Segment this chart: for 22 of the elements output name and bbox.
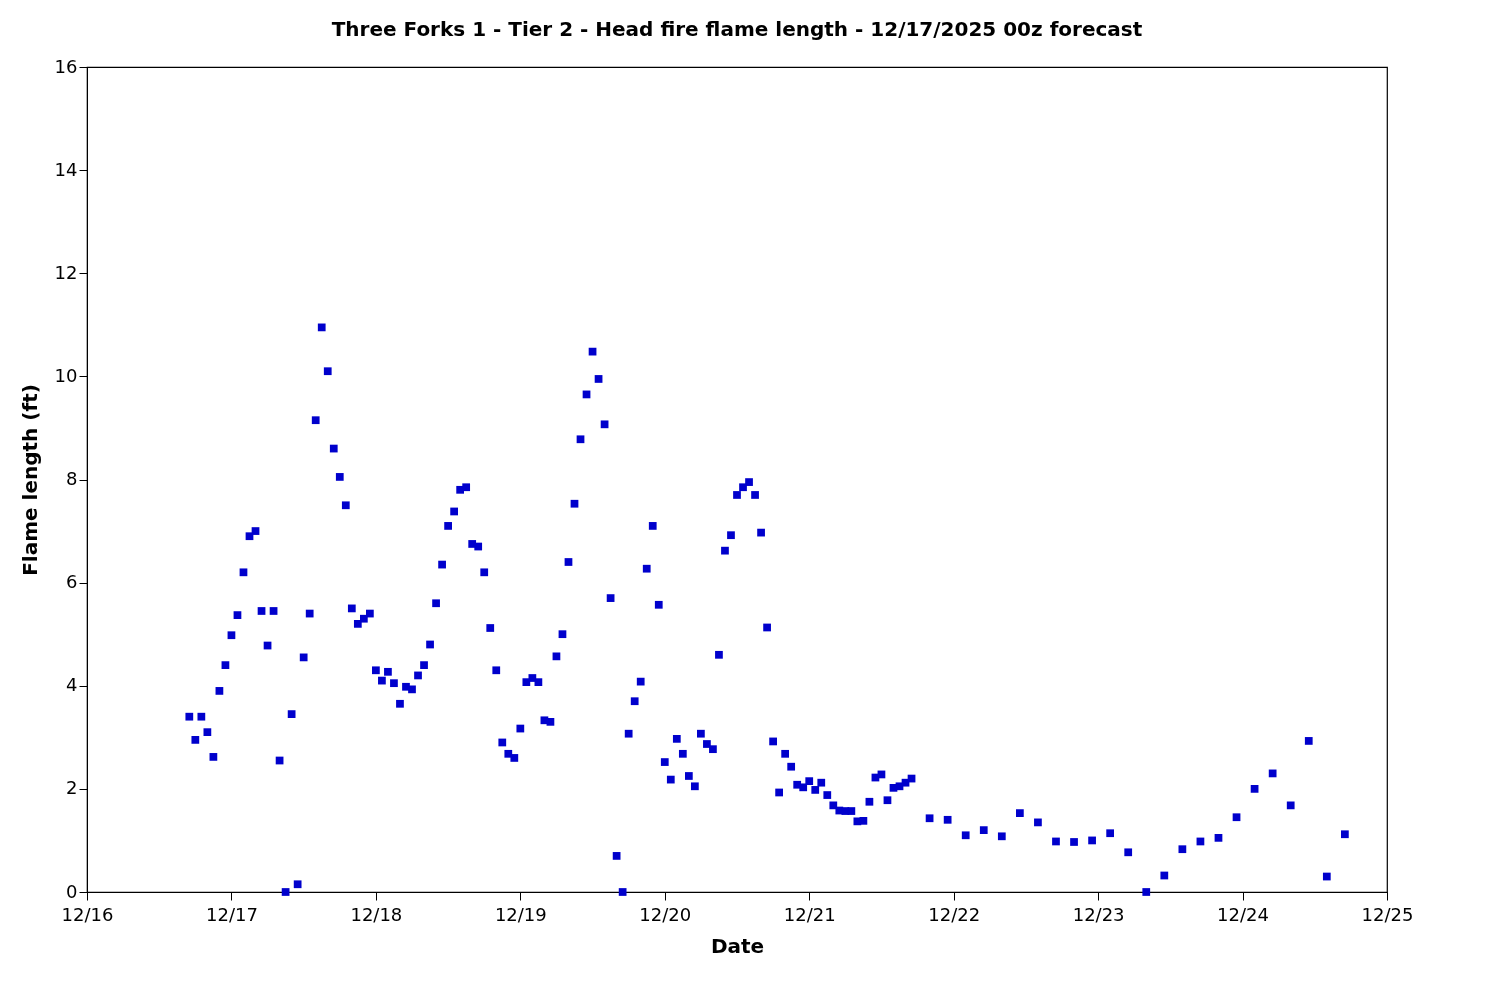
y-tick-label: 14 xyxy=(54,158,78,180)
x-tick-label: 12/21 xyxy=(783,903,836,925)
x-axis-title: Date xyxy=(710,933,765,958)
y-tick-label: 2 xyxy=(66,777,78,799)
y-tick-label: 4 xyxy=(66,674,78,696)
y-tick-label: 8 xyxy=(66,468,78,489)
y-axis-title: Flame length (ft) xyxy=(17,384,42,576)
y-tick-label: 16 xyxy=(54,55,78,77)
y-tick-label: 10 xyxy=(54,364,78,386)
y-tick-label: 12 xyxy=(54,261,78,283)
x-tick-label: 12/16 xyxy=(61,903,114,925)
x-tick-label: 12/20 xyxy=(639,903,692,925)
y-tick-label: 0 xyxy=(66,880,78,902)
x-tick-label: 12/18 xyxy=(350,903,403,925)
y-tick-label: 6 xyxy=(66,571,78,593)
x-tick-label: 12/23 xyxy=(1072,903,1125,925)
x-tick-label: 12/19 xyxy=(494,903,547,925)
x-tick-label: 12/25 xyxy=(1361,903,1414,925)
x-tick-label: 12/17 xyxy=(206,903,258,925)
x-tick-label: 12/24 xyxy=(1217,903,1269,925)
chart-title: Three Forks 1 - Tier 2 - Head fire flame length - 12/17/2025 00z forecast xyxy=(331,17,1143,41)
x-tick-label: 12/22 xyxy=(928,903,981,925)
